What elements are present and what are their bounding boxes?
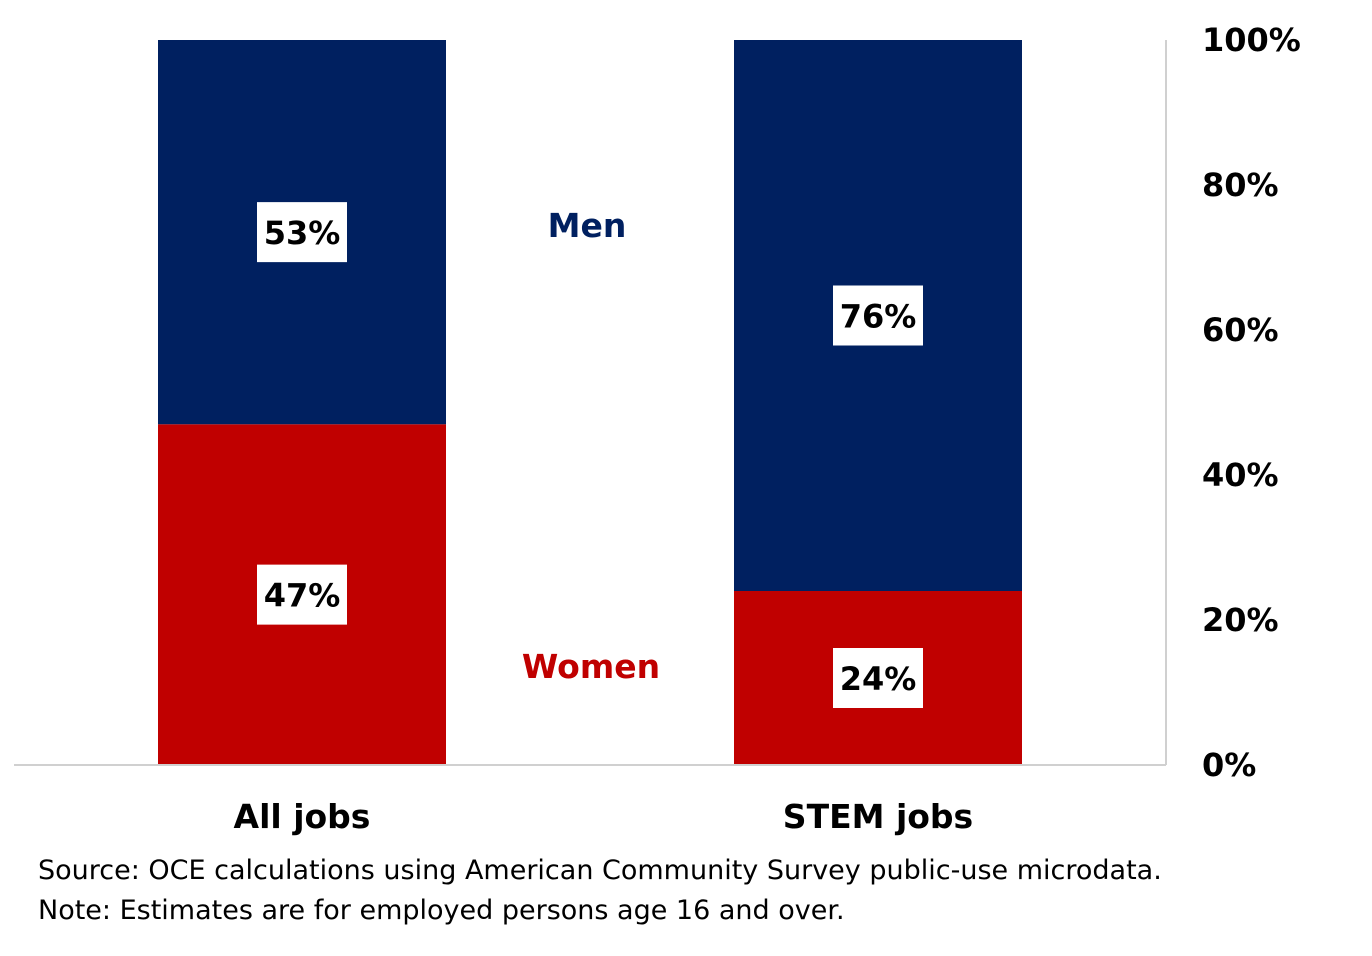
data-label-box	[257, 564, 347, 625]
data-label-stem-jobs-women: 24%	[833, 648, 923, 708]
stacked-bar-chart: 47% 53% 24% 76% 0% 20% 40% 60% 80% 100% All jobs…	[14, 21, 1301, 836]
data-label-text: 76%	[840, 298, 917, 336]
data-label-text: 53%	[264, 214, 341, 252]
data-label-box	[833, 285, 923, 346]
y-tick-label: 80%	[1202, 166, 1279, 204]
x-tick-label-all-jobs: All jobs	[234, 797, 371, 836]
data-label-text: 24%	[840, 660, 917, 698]
data-label-text: 47%	[264, 577, 341, 615]
y-tick-label: 0%	[1202, 746, 1256, 784]
data-label-box	[257, 202, 347, 263]
series-label-men: Men	[548, 206, 627, 245]
y-tick-label: 20%	[1202, 601, 1279, 639]
y-tick-label: 40%	[1202, 456, 1279, 494]
x-axis-categories: All jobs STEM jobs	[234, 797, 974, 836]
data-label-stem-jobs-men: 76%	[833, 285, 923, 346]
y-axis-ticks: 0% 20% 40% 60% 80% 100%	[1202, 21, 1301, 784]
series-label-women: Women	[522, 647, 660, 686]
y-tick-label: 100%	[1202, 21, 1301, 59]
series-name-labels: Men Women	[522, 206, 660, 686]
estimates-note: Note: Estimates are for employed persons…	[38, 895, 845, 926]
source-note: Source: OCE calculations using American …	[38, 855, 1162, 886]
data-label-box	[833, 648, 923, 708]
data-label-all-jobs-women: 47%	[257, 564, 347, 625]
data-labels-layer: 47% 53% 24% 76%	[257, 202, 923, 708]
y-tick-label: 60%	[1202, 311, 1279, 349]
x-tick-label-stem-jobs: STEM jobs	[783, 797, 973, 836]
data-label-all-jobs-men: 53%	[257, 202, 347, 263]
